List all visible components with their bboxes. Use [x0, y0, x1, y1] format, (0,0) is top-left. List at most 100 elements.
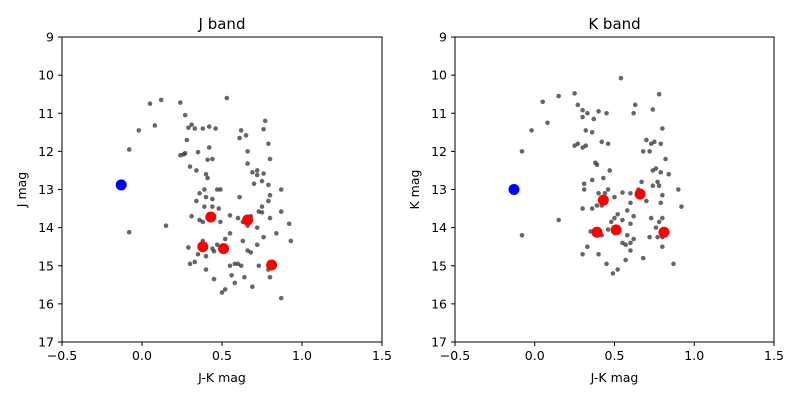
gray-data-point-k-band [632, 102, 638, 108]
gray-data-point-j-band [147, 101, 153, 107]
gray-data-point-j-band [203, 253, 209, 259]
gray-data-point-j-band [210, 246, 215, 251]
ticks-j-band: −0.5 0.0 0.5 1.0 1.5 9 10 11 12 13 14 15 16 17 [38, 30, 392, 364]
gray-data-point-j-band [202, 204, 207, 209]
gray-data-point-j-band [274, 231, 279, 236]
gray-data-point-j-band [278, 295, 284, 301]
gray-data-point-j-band [250, 170, 255, 175]
gray-data-point-k-band [589, 177, 595, 183]
gray-data-point-k-band [540, 99, 546, 105]
gray-data-point-j-band [278, 187, 284, 192]
gray-data-point-j-band [238, 128, 244, 133]
gray-data-point-j-band [186, 125, 191, 131]
gray-data-point-j-band [218, 219, 223, 225]
gray-data-point-j-band [232, 280, 238, 286]
gray-data-point-j-band [187, 261, 193, 267]
gray-data-point-j-band [206, 145, 212, 150]
gray-data-point-k-band [650, 183, 656, 188]
gray-data-point-j-band [158, 97, 164, 103]
gray-data-point-k-band [556, 93, 561, 99]
gray-data-point-k-band [631, 236, 636, 242]
panel-j-band: −0.5 0.0 0.5 1.0 1.5 9 10 11 12 13 14 15 16 17 J band… [14, 15, 392, 385]
gray-data-point-j-band [214, 242, 220, 248]
gray-data-point-k-band [607, 168, 613, 173]
gray-data-point-k-band [639, 179, 644, 185]
gray-data-point-k-band [615, 267, 620, 272]
gray-data-point-k-band [580, 252, 585, 257]
gray-data-point-j-band [200, 219, 206, 225]
gray-data-point-j-band [222, 287, 228, 292]
y-tick-label-j-band: 9 [46, 30, 54, 45]
gray-data-point-j-band [126, 229, 132, 235]
gray-data-point-k-band [583, 128, 589, 133]
gray-data-point-j-band [229, 272, 234, 278]
gray-data-point-j-band [267, 274, 273, 280]
gray-data-point-k-band [660, 126, 665, 131]
blue-data-point-k-band [508, 184, 520, 195]
gray-data-point-k-band [624, 232, 630, 238]
gray-data-point-k-band [655, 234, 660, 240]
gray-data-point-j-band [203, 171, 209, 177]
y-tick-label-j-band: 10 [38, 68, 54, 83]
gray-data-point-j-band [245, 149, 250, 154]
y-axis-label-j-band: J mag [14, 172, 29, 208]
x-tick-label-k-band: 0.5 [605, 348, 625, 363]
gray-data-point-k-band [658, 170, 664, 175]
gray-data-point-j-band [210, 204, 215, 209]
gray-data-point-j-band [189, 213, 194, 219]
gray-data-point-j-band [266, 198, 271, 204]
y-tick-label-k-band: 12 [431, 144, 447, 159]
gray-data-point-k-band [575, 102, 581, 108]
gray-data-point-k-band [640, 255, 646, 261]
y-tick-label-k-band: 17 [431, 335, 447, 350]
x-tick-label-j-band: 0.0 [132, 348, 152, 363]
red-data-point-j-band [218, 243, 230, 255]
gray-data-point-k-band [589, 130, 595, 135]
gray-data-point-k-band [605, 141, 611, 147]
gray-data-point-j-band [224, 95, 230, 101]
gray-data-point-j-band [203, 267, 209, 272]
gray-data-point-k-band [647, 149, 652, 154]
gray-data-point-k-band [583, 143, 589, 148]
gray-data-point-j-band [126, 147, 132, 152]
gray-data-point-k-band [596, 109, 601, 114]
gray-data-point-j-band [259, 178, 265, 184]
gray-data-point-j-band [238, 263, 244, 269]
gray-data-point-j-band [213, 126, 218, 131]
gray-data-point-j-band [227, 263, 233, 269]
gray-data-point-j-band [194, 168, 199, 173]
gray-data-point-j-band [242, 274, 247, 280]
gray-data-point-k-band [660, 215, 665, 221]
y-tick-label-k-band: 15 [431, 258, 447, 273]
y-tick-label-j-band: 13 [38, 182, 54, 197]
gray-data-point-k-band [585, 244, 590, 249]
gray-data-point-j-band [194, 198, 199, 204]
gray-data-point-k-band [581, 181, 587, 187]
gray-data-point-k-band [596, 191, 601, 196]
gray-data-point-k-band [581, 187, 587, 192]
ticks-k-band: −0.5 0.0 0.5 1.0 1.5 9 10 11 12 13 14 15 16 17 [431, 30, 784, 364]
gray-data-point-j-band [182, 112, 188, 118]
gray-data-point-j-band [187, 164, 193, 169]
y-tick-label-k-band: 14 [431, 220, 447, 235]
gray-data-point-k-band [620, 217, 625, 223]
gray-data-point-k-band [519, 149, 525, 154]
gray-data-point-j-band [182, 150, 188, 156]
gray-data-point-j-band [254, 225, 260, 230]
gray-data-point-j-band [288, 238, 294, 244]
gray-data-point-j-band [205, 175, 210, 181]
gray-data-point-k-band [605, 227, 611, 232]
gray-data-point-j-band [245, 161, 250, 166]
gray-data-point-k-band [604, 110, 609, 116]
gray-data-point-j-band [259, 210, 265, 215]
y-tick-label-k-band: 13 [431, 182, 447, 197]
gray-data-point-k-band [676, 187, 681, 192]
y-tick-label-k-band: 11 [431, 106, 447, 121]
gray-data-point-j-band [267, 156, 273, 162]
gray-data-point-k-band [519, 232, 525, 238]
gray-data-point-j-band [248, 250, 254, 255]
gray-data-point-j-band [254, 242, 260, 248]
gray-data-point-j-band [240, 238, 246, 244]
x-axis-label-k-band: J-K mag [590, 370, 639, 385]
x-axis-label-j-band: J-K mag [197, 370, 246, 385]
